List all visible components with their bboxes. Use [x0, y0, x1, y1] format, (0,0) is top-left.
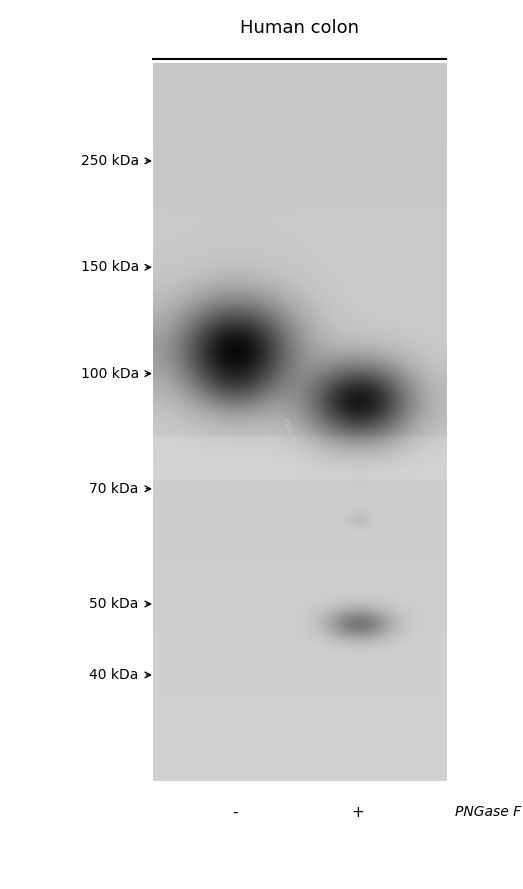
Text: www.ptglab.com: www.ptglab.com	[279, 417, 320, 508]
Text: 150 kDa: 150 kDa	[81, 260, 139, 274]
Text: PNGase F: PNGase F	[455, 805, 521, 820]
Text: 250 kDa: 250 kDa	[81, 154, 139, 168]
Text: 70 kDa: 70 kDa	[89, 482, 139, 496]
Text: 40 kDa: 40 kDa	[89, 668, 139, 682]
Text: -: -	[232, 805, 237, 820]
Text: +: +	[351, 805, 364, 820]
Text: 100 kDa: 100 kDa	[81, 366, 139, 380]
Text: Human colon: Human colon	[240, 19, 359, 36]
Text: 50 kDa: 50 kDa	[89, 597, 139, 611]
